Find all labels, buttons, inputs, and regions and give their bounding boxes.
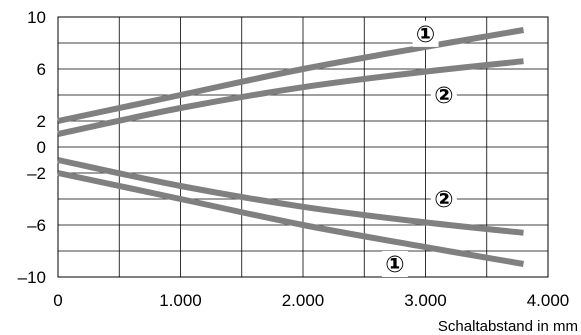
- series-marker-label: ①: [385, 252, 404, 278]
- grid: [57, 16, 549, 278]
- y-axis-tick-labels: 10 6 2 0 –2 –6 –10: [18, 8, 46, 287]
- series-marker-label: ②: [434, 83, 453, 109]
- y-tick-label: 2: [37, 112, 46, 131]
- series-marker-label: ②: [434, 187, 453, 213]
- y-tick-label: –6: [27, 216, 46, 235]
- y-tick-label: –2: [27, 164, 46, 183]
- x-tick-label: 3.000: [404, 291, 447, 310]
- x-axis-label: Schaltabstand in mm: [438, 318, 578, 335]
- y-tick-label: 0: [37, 138, 46, 157]
- series-line-2: [57, 58, 524, 137]
- y-tick-label: 10: [27, 8, 46, 27]
- x-axis-tick-labels: 0 1.000 2.000 3.000 4.000: [53, 291, 569, 310]
- series-marker-background: [430, 186, 457, 212]
- series-line-4: [57, 170, 525, 267]
- series-line-1: [57, 27, 525, 124]
- plot-frame: [57, 16, 549, 278]
- x-tick-label: 1.000: [159, 291, 202, 310]
- x-tick-label: 0: [53, 291, 62, 310]
- x-tick-label: 4.000: [527, 291, 570, 310]
- series-lines: [57, 27, 525, 267]
- series-markers: ① ② ② ①: [381, 20, 457, 278]
- series-marker-background: [381, 251, 408, 277]
- y-tick-label: 6: [37, 60, 46, 79]
- y-tick-label: –10: [18, 268, 46, 287]
- series-marker-background: [430, 82, 457, 108]
- series-marker-background: [412, 20, 439, 47]
- x-tick-label: 2.000: [282, 291, 325, 310]
- series-line-3: [57, 157, 524, 236]
- series-marker-label: ①: [416, 22, 435, 48]
